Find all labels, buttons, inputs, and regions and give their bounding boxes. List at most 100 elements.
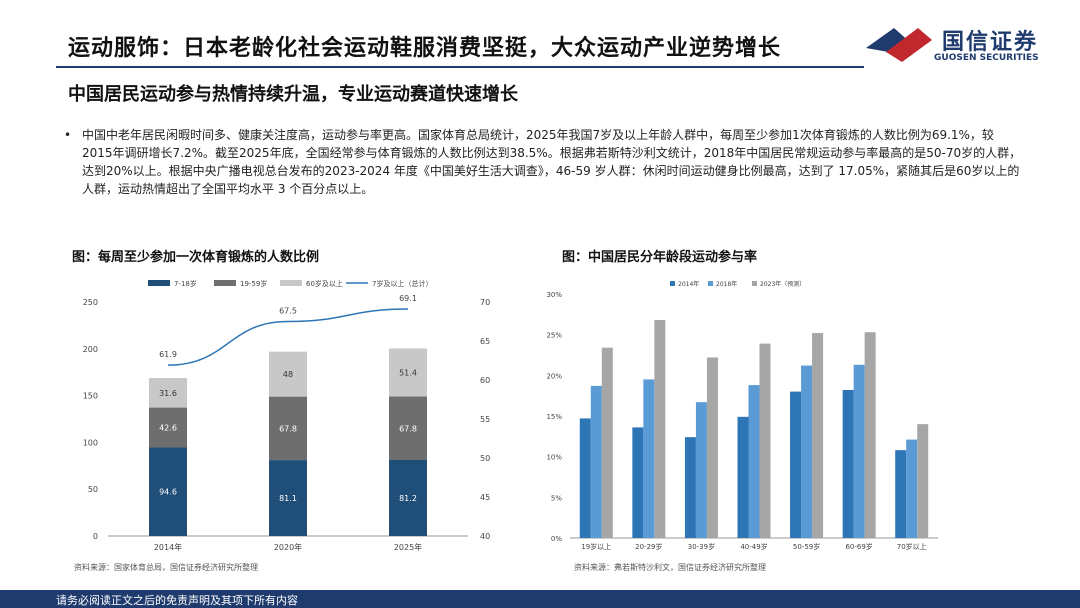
chart1-title: 图：每周至少参加一次体育锻炼的人数比例	[72, 250, 320, 265]
bar-data-label: 51.4	[399, 368, 417, 377]
y2-tick-label: 50	[480, 454, 490, 463]
bar	[812, 333, 824, 538]
line-series	[167, 308, 409, 366]
bar	[706, 357, 718, 538]
x-tick-label: 19岁以上	[581, 542, 611, 551]
y-tick-label: 100	[83, 438, 98, 447]
chart2-source: 资料来源：弗若斯特沙利文，国信证券经济研究所整理	[574, 563, 766, 572]
bar	[917, 424, 929, 538]
x-tick-label: 70岁以上	[897, 542, 927, 551]
bar-segment	[269, 351, 307, 397]
title-divider	[56, 66, 864, 68]
x-tick-label: 40-49岁	[740, 542, 767, 551]
paragraph-text: 中国中老年居民闲暇时间多、健康关注度高，运动参与率更高。国家体育总局统计，202…	[82, 128, 1022, 196]
y-tick-label: 5%	[551, 494, 562, 502]
y2-tick-label: 40	[480, 532, 490, 541]
bar	[748, 385, 760, 538]
y2-tick-label: 65	[480, 337, 490, 346]
chart1-source: 资料来源：国家体育总局，国信证券经济研究所整理	[74, 563, 258, 572]
legend-label: 19-59岁	[240, 279, 267, 288]
y-tick-label: 0%	[551, 535, 562, 543]
page-title: 运动服饰：日本老龄化社会运动鞋服消费坚挺，大众运动产业逆势增长	[68, 36, 782, 61]
legend-swatch	[708, 281, 713, 286]
legend-swatch	[148, 280, 170, 286]
bar	[790, 391, 802, 538]
bar-data-label: 42.6	[159, 424, 177, 433]
bar-segment	[389, 459, 427, 536]
legend-swatch	[280, 280, 302, 286]
bar	[906, 439, 918, 538]
y-tick-label: 20%	[546, 372, 562, 380]
footer-bar: 请务必阅读正文之后的免责声明及其项下所有内容	[0, 590, 1080, 608]
bar-segment	[149, 378, 187, 408]
bar-segment	[149, 447, 187, 536]
bar-data-label: 81.1	[279, 494, 297, 503]
bar	[654, 320, 666, 538]
logo-text-cn: 国信证券	[942, 30, 1039, 55]
bar-segment	[389, 348, 427, 397]
logo-text-en: GUOSEN SECURITIES	[934, 53, 1039, 63]
bar-data-label: 31.6	[159, 389, 177, 398]
bar-data-label: 81.2	[399, 494, 417, 503]
bar	[864, 332, 876, 538]
y-tick-label: 150	[83, 392, 98, 401]
y-tick-label: 250	[83, 298, 98, 307]
chart2-grouped-bar: 0% 5% 10% 15% 20% 25% 30% 19岁以上 20-29岁 30-39岁 40-4…	[546, 280, 938, 551]
y-tick-label: 200	[83, 345, 98, 354]
bar-segment	[389, 396, 427, 460]
y2-tick-label: 60	[480, 376, 490, 385]
bar-data-label: 48	[283, 370, 293, 379]
line-data-label: 69.1	[399, 294, 417, 303]
bar	[632, 427, 644, 538]
chart2-title: 图：中国居民分年龄段运动参与率	[562, 250, 758, 265]
legend-swatch	[214, 280, 236, 286]
chart1-stacked-bar: 0 50 100 150 200 250 40 45 50 55 60 65 70 94.6 42.6 31.…	[83, 279, 490, 552]
x-tick-label: 2025年	[394, 542, 422, 552]
bar-data-label: 94.6	[159, 488, 177, 497]
bar	[684, 437, 696, 538]
bar-segment	[269, 396, 307, 461]
legend-label: 60岁及以上	[306, 279, 343, 288]
y-tick-label: 25%	[546, 332, 562, 340]
guosen-logo-icon	[866, 28, 932, 62]
y-tick-label: 10%	[546, 454, 562, 462]
bar-data-label: 67.8	[279, 424, 297, 433]
line-data-label: 67.5	[279, 307, 297, 316]
legend-label: 2018年	[716, 280, 737, 288]
bar	[853, 364, 865, 538]
section-subtitle: 中国居民运动参与热情持续升温，专业运动赛道快速增长	[68, 84, 518, 105]
y-tick-label: 50	[88, 485, 98, 494]
x-tick-label: 50-59岁	[793, 542, 820, 551]
x-tick-label: 60-69岁	[845, 542, 872, 551]
legend-label: 2023年（预测）	[760, 280, 805, 288]
bar-segment	[269, 460, 307, 536]
bullet-marker: •	[64, 128, 72, 142]
bar	[579, 418, 591, 538]
bar	[590, 385, 602, 538]
bar	[759, 343, 771, 538]
bar-data-label: 67.8	[399, 424, 417, 433]
y2-tick-label: 70	[480, 298, 490, 307]
x-tick-label: 30-39岁	[688, 542, 715, 551]
legend-label: 2014年	[678, 280, 699, 288]
y-tick-label: 30%	[546, 291, 562, 299]
line-data-label: 61.9	[159, 350, 177, 359]
bar	[601, 347, 613, 538]
bar	[895, 450, 907, 538]
x-tick-label: 2014年	[154, 542, 182, 552]
bar	[842, 389, 854, 538]
bar-segment	[149, 407, 187, 448]
legend-label: 7-18岁	[174, 279, 197, 288]
bar	[801, 365, 813, 538]
y-tick-label: 15%	[546, 413, 562, 421]
bar	[695, 402, 707, 538]
legend-swatch	[752, 281, 757, 286]
x-tick-label: 2020年	[274, 542, 302, 552]
footer-disclaimer: 请务必阅读正文之后的免责声明及其项下所有内容	[56, 594, 298, 607]
legend-label: 7岁及以上（总计）	[372, 279, 432, 288]
y-tick-label: 0	[93, 532, 98, 541]
x-tick-label: 20-29岁	[635, 542, 662, 551]
y2-tick-label: 55	[480, 415, 490, 424]
y2-tick-label: 45	[480, 493, 490, 502]
legend-swatch	[670, 281, 675, 286]
